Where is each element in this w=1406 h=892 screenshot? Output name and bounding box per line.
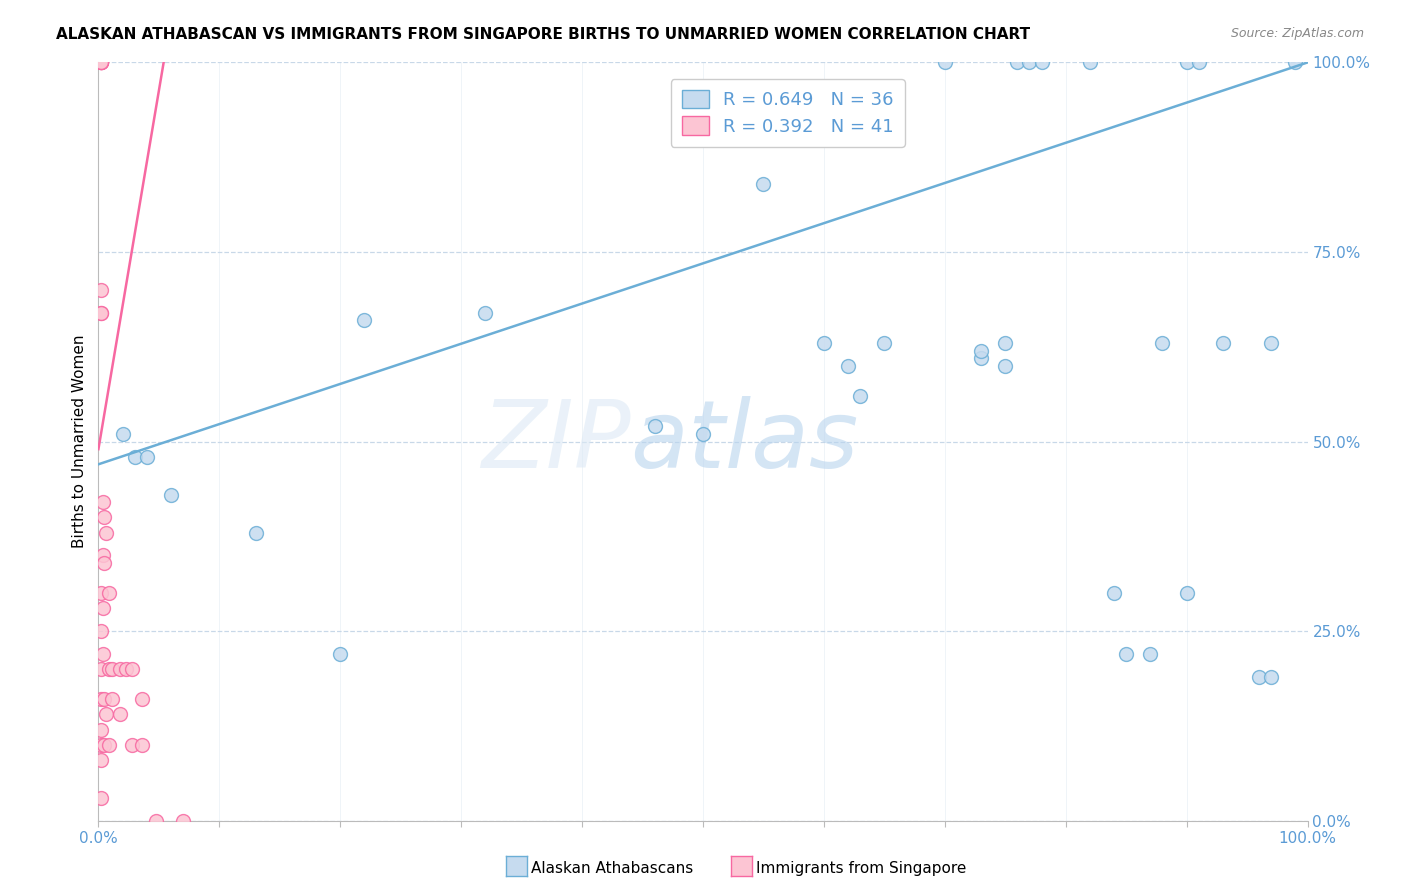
Point (90, 723, 112, 737)
Point (1115, 647, 1137, 661)
Point (124, 450, 146, 464)
Point (145, 814, 167, 828)
Point (108, 662, 131, 676)
Point (94, 525, 117, 540)
Point (752, 177, 775, 191)
Point (873, 335, 896, 350)
Point (1078, 55, 1101, 70)
Y-axis label: Births to Unmarried Women: Births to Unmarried Women (72, 334, 87, 549)
Point (1212, 335, 1234, 350)
Point (994, 359, 1017, 373)
Point (93, 738, 115, 752)
Point (1007, 55, 1029, 70)
Point (108, 707, 131, 722)
Point (91, 647, 114, 661)
Point (90, 624, 112, 639)
Point (121, 738, 143, 752)
Text: Source: ZipAtlas.com: Source: ZipAtlas.com (1230, 27, 1364, 40)
Point (1175, 55, 1198, 70)
Point (160, 487, 183, 501)
Point (1152, 335, 1174, 350)
Point (474, 305, 496, 319)
Point (970, 343, 993, 358)
Point (93, 510, 115, 524)
Point (994, 335, 1017, 350)
Point (1284, 55, 1306, 70)
Text: ZIP: ZIP (481, 396, 630, 487)
Point (115, 662, 138, 676)
Point (934, 55, 956, 70)
Point (90, 662, 112, 676)
Point (91, 548, 114, 563)
Point (813, 335, 835, 350)
Point (245, 525, 267, 540)
Point (90, 753, 112, 767)
Point (93, 556, 115, 570)
Text: Immigrants from Singapore: Immigrants from Singapore (756, 862, 967, 876)
Point (353, 313, 375, 327)
Point (90, 692, 112, 706)
Point (1249, 669, 1271, 683)
Point (135, 450, 157, 464)
Point (90, 305, 112, 319)
Point (1102, 586, 1125, 600)
Point (131, 738, 153, 752)
Point (837, 359, 859, 373)
Text: ALASKAN ATHABASCAN VS IMMIGRANTS FROM SINGAPORE BIRTHS TO UNMARRIED WOMEN CORREL: ALASKAN ATHABASCAN VS IMMIGRANTS FROM SI… (56, 27, 1031, 42)
Point (1260, 669, 1282, 683)
Legend: R = 0.649   N = 36, R = 0.392   N = 41: R = 0.649 N = 36, R = 0.392 N = 41 (671, 79, 904, 146)
Point (90, 55, 112, 70)
Text: Alaskan Athabascans: Alaskan Athabascans (531, 862, 693, 876)
Point (1031, 55, 1053, 70)
Point (91, 495, 114, 509)
Point (329, 647, 352, 661)
Point (90, 55, 112, 70)
Point (90, 283, 112, 297)
Point (90, 55, 112, 70)
Point (131, 692, 153, 706)
Point (970, 351, 993, 366)
Point (1188, 55, 1211, 70)
Point (90, 791, 112, 805)
Point (692, 427, 714, 442)
Point (98, 662, 121, 676)
Point (849, 389, 872, 403)
Point (91, 601, 114, 615)
Point (90, 305, 112, 319)
Point (98, 738, 121, 752)
Point (111, 427, 134, 442)
Point (1139, 647, 1161, 661)
Point (94, 707, 117, 722)
Point (100, 662, 122, 676)
Point (98, 586, 121, 600)
Point (90, 55, 112, 70)
Point (90, 738, 112, 752)
Point (172, 814, 194, 828)
Point (1260, 335, 1282, 350)
Point (644, 419, 666, 434)
Point (90, 586, 112, 600)
Point (93, 692, 115, 706)
Point (1175, 586, 1198, 600)
Point (90, 55, 112, 70)
Point (121, 662, 143, 676)
Point (1018, 55, 1040, 70)
Point (100, 692, 122, 706)
Text: atlas: atlas (630, 396, 859, 487)
Point (90, 55, 112, 70)
